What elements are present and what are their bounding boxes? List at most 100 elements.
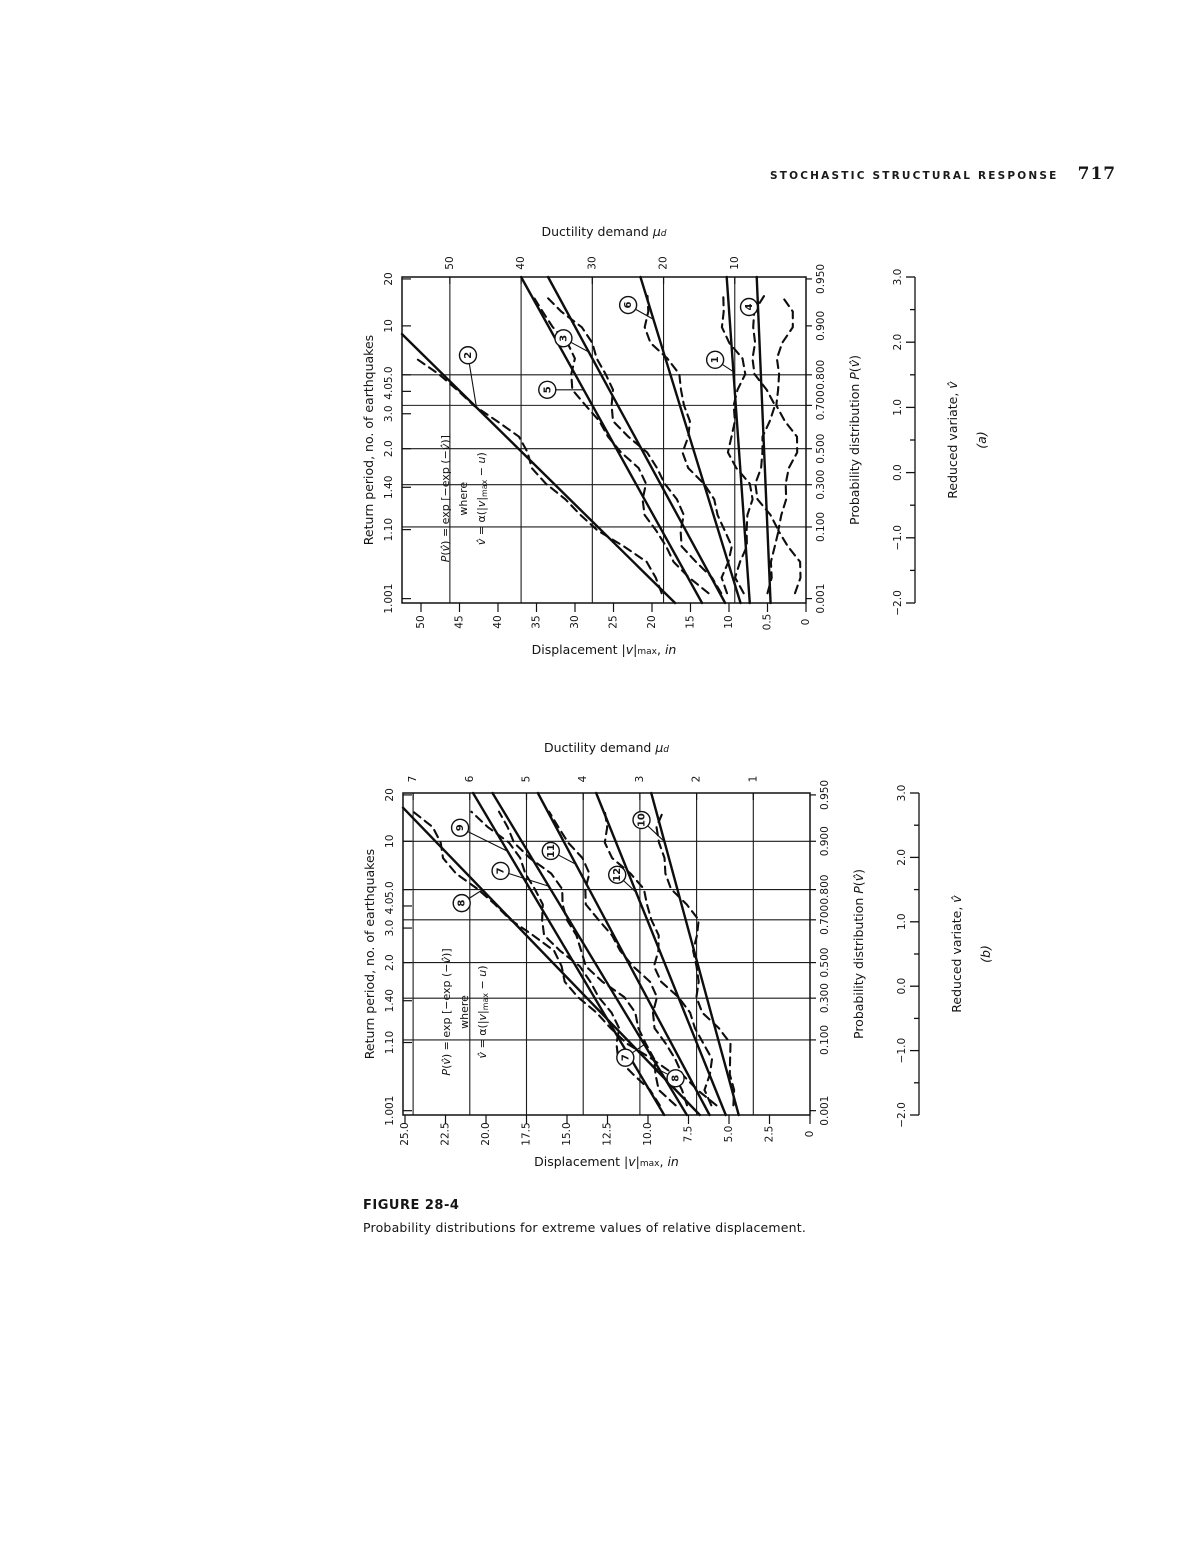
curve-badge-12	[608, 865, 627, 884]
formula-block: P(v̂) = exp [−exp (−v̂)] where v̂ = α(|v|m…	[439, 435, 489, 562]
curves	[401, 791, 740, 1117]
return-period-tick-label: 5.0	[383, 366, 395, 383]
curve-labels: 7 7 8 8 9 10 11 12	[450, 810, 685, 1088]
reduced-variate-tick-label: 2.0	[892, 334, 904, 351]
formula-line: P(v̂) = exp [−exp (−v̂)]	[440, 948, 453, 1075]
displacement-tick-label: 0	[804, 1131, 816, 1138]
displacement-tick-label: 5.0	[723, 1126, 735, 1143]
return-period-tick-label: 10	[383, 319, 395, 332]
curve-labels: 1 2 3 4 5 6	[458, 295, 759, 408]
reduced-variate-tick-label: 3.0	[892, 269, 904, 286]
reduced-variate-tick-label: −2.0	[896, 1102, 908, 1128]
reduced-variate-axis: 3.0 2.0 1.0 0.0 −1.0 −2.0 Reduced variate, v̂ (…	[896, 785, 993, 1128]
return-period-axis: 20 10 5.04.0 3.0 2.0 1.40 1.10 1.001	[383, 272, 411, 614]
probability-tick-label: 0.300	[819, 983, 831, 1013]
probability-axis-title: Probability distribution P(v̂)	[851, 869, 866, 1039]
probability-tick-label: 0.100	[815, 512, 827, 542]
curve-badge-4	[739, 297, 759, 317]
curve-badge-6	[618, 295, 638, 315]
ductility-tick-label: 7	[407, 776, 419, 783]
displacement-tick-label: 17.5	[521, 1122, 533, 1145]
return-period-tick-label: 1.001	[384, 1096, 396, 1126]
axis-titles: Ductility demand μd Displacement |v|max, …	[361, 224, 862, 658]
curve-number-12: 12	[612, 868, 623, 882]
formula-line: where	[458, 995, 471, 1029]
plot-box	[402, 792, 811, 1116]
reduced-variate-tick-label: 0.0	[896, 978, 908, 995]
panel-label-a: (a)	[974, 431, 989, 448]
curve-line-2	[400, 332, 677, 605]
curve-line-8	[401, 806, 702, 1117]
curve-badge-5	[538, 380, 557, 399]
curve-line-12	[594, 791, 727, 1117]
probability-tick-label: 0.800	[819, 875, 831, 905]
return-period-tick-label: 20	[383, 272, 395, 285]
formula-line: v̂ = α(|v|max − u)	[476, 965, 490, 1058]
ductility-axis-title: Ductility demand μd	[544, 740, 669, 756]
chart-b: 7 6 5 4 3 2 120105.04.03.02.01.401.101.0010.95…	[362, 740, 993, 1170]
return-period-axis: 20 10 5.04.0 3.0 2.0 1.40 1.10 1.001	[384, 788, 412, 1126]
page-number: 717	[1077, 164, 1117, 184]
displacement-tick-label: 0	[800, 619, 812, 626]
curve-empirical-10	[655, 810, 736, 1107]
return-period-tick-label: 5.0	[384, 881, 396, 898]
ductility-tick-label: 2	[691, 776, 703, 783]
probability-tick-label: 0.900	[815, 311, 827, 341]
return-period-tick-label: 4.0	[384, 898, 396, 915]
curve-badge-1	[705, 350, 725, 370]
displacement-tick-label: 40	[492, 615, 504, 628]
curve-number-8: 8	[670, 1075, 681, 1082]
ductility-tick-label: 1	[747, 776, 759, 783]
probability-tick-label: 0.700	[815, 390, 827, 420]
probability-tick-label: 0.001	[815, 584, 827, 614]
curve-line-11	[536, 791, 711, 1117]
return-period-tick-label: 2.0	[384, 954, 396, 971]
reduced-variate-tick-label: 3.0	[896, 785, 908, 802]
displacement-axis: 25.0 22.5 20.0 17.5 15.0 12.5 10.0 7.5 5.0 2.5 0	[399, 1115, 816, 1146]
gridlines	[403, 793, 810, 1115]
displacement-axis: 50 45 40 35 30 25 20 15 10 0.5 0	[415, 603, 812, 630]
reduced-variate-tick-label: 0.0	[892, 464, 904, 481]
probability-tick-label: 0.500	[815, 434, 827, 464]
curve-empirical-1	[720, 294, 754, 595]
displacement-tick-label: 10.0	[642, 1122, 654, 1145]
panel-label-b: (b)	[978, 945, 993, 963]
curve-badge-8	[452, 893, 471, 913]
displacement-tick-label: 50	[415, 615, 427, 628]
probability-tick-label: 0.950	[815, 264, 827, 294]
reduced-variate-tick-label: −1.0	[892, 525, 904, 551]
displacement-tick-label: 10	[723, 615, 735, 628]
curve-number-2: 2	[462, 352, 473, 359]
curve-number-11: 11	[545, 844, 556, 858]
curve-empirical-4	[751, 294, 780, 595]
probability-tick-label: 0.900	[819, 826, 831, 856]
displacement-tick-label: 45	[454, 615, 466, 628]
curve-line-3	[546, 275, 727, 605]
probability-axis-title: Probability distribution P(v̂)	[847, 355, 862, 525]
formula-line: P(v̂) = exp [−exp (−v̂)]	[439, 435, 452, 562]
curve-badge-10	[632, 810, 651, 830]
axis-titles: Ductility demand μd Displacement |v|max, …	[362, 740, 866, 1170]
return-period-tick-label: 1.10	[383, 518, 395, 541]
reduced-variate-tick-label: −1.0	[896, 1038, 908, 1064]
displacement-tick-label: 2.5	[764, 1126, 776, 1143]
return-period-tick-label: 4.0	[383, 383, 395, 400]
ductility-axis: 50 40 30 20 10	[444, 256, 741, 284]
curve-empirical-6	[643, 294, 733, 595]
running-head: STOCHASTIC STRUCTURAL RESPONSE	[770, 170, 1059, 182]
displacement-tick-label: 0.5	[762, 614, 774, 631]
probability-tick-label: 0.100	[819, 1025, 831, 1055]
displacement-tick-label: 30	[569, 615, 581, 628]
curve-empirical-11	[548, 810, 718, 1107]
displacement-tick-label: 7.5	[683, 1126, 695, 1143]
page-header: STOCHASTIC STRUCTURAL RESPONSE 717	[770, 164, 1116, 184]
ductility-tick-label: 50	[444, 256, 456, 269]
return-period-tick-label: 1.40	[384, 989, 396, 1012]
curve-badge-7	[491, 861, 510, 881]
ductility-tick-label: 40	[515, 256, 527, 269]
curve-badge-9	[450, 818, 470, 837]
curve-line-10	[650, 791, 740, 1117]
reduced-variate-axis-title: Reduced variate, v̂	[945, 381, 960, 499]
